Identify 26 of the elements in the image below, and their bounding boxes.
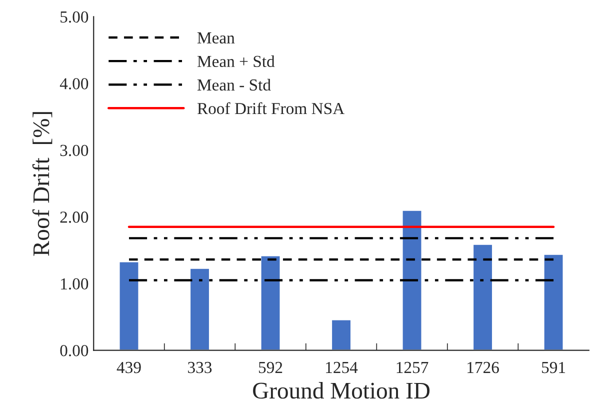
bar <box>472 244 494 350</box>
y-tick-label: 2.00 <box>60 212 88 223</box>
y-tick-label: 5.00 <box>60 11 88 23</box>
bar <box>118 260 140 350</box>
x-tick-label: 592 <box>258 362 282 374</box>
x-tick-label: 1257 <box>396 362 428 374</box>
legend-label: Roof Drift From NSA <box>197 102 345 114</box>
x-tick-label: 439 <box>116 362 141 374</box>
x-tick-label: 591 <box>542 362 566 374</box>
bar <box>330 318 352 350</box>
bar <box>401 209 423 350</box>
x-tick-label: 1254 <box>326 362 358 374</box>
y-tick-label: 0.00 <box>60 344 88 356</box>
x-tick-label: 333 <box>188 362 212 374</box>
legend-label: Mean + Std <box>197 55 275 68</box>
bar <box>542 254 564 350</box>
y-axis-title: Roof Drift [%] <box>32 112 52 256</box>
x-axis-title: Ground Motion ID <box>253 382 430 399</box>
bar <box>189 268 210 350</box>
legend-label: Mean - Std <box>197 78 271 91</box>
bar <box>260 254 282 350</box>
y-tick-label: 4.00 <box>60 78 88 90</box>
x-tick-label: 1726 <box>468 362 499 374</box>
y-tick-label: 3.00 <box>60 144 88 156</box>
legend-label: Mean <box>197 32 235 44</box>
y-tick-label: 1.00 <box>61 278 88 290</box>
